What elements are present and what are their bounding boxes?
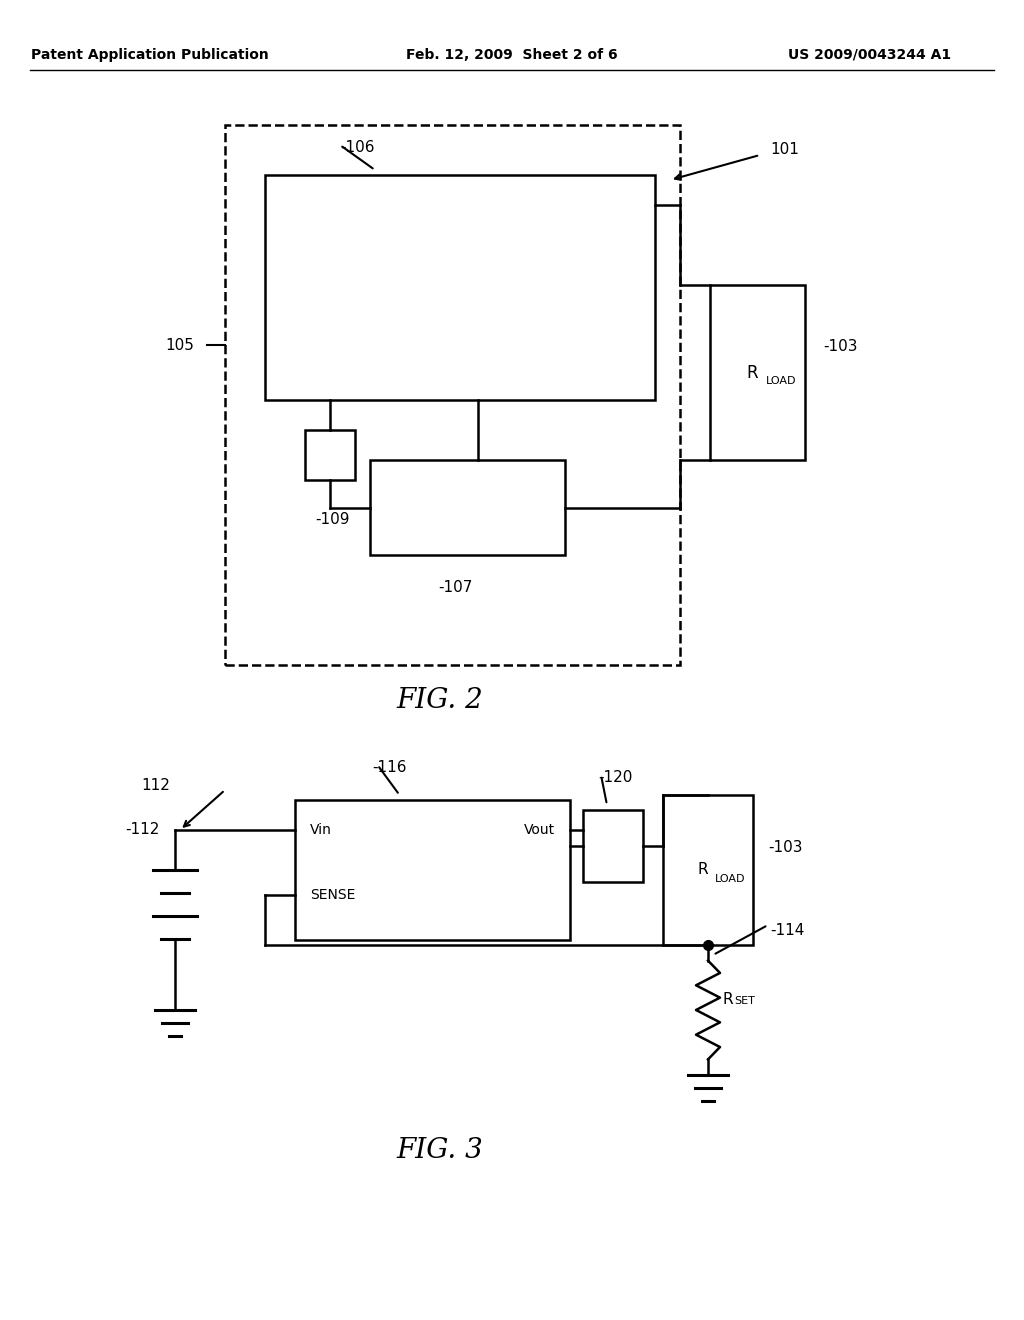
Text: FIG. 2: FIG. 2: [396, 686, 483, 714]
Bar: [265, 176, 655, 400]
Bar: [583, 810, 643, 882]
Text: 101: 101: [770, 143, 799, 157]
Text: Vin: Vin: [310, 822, 332, 837]
Bar: [370, 459, 565, 554]
Text: R: R: [723, 993, 733, 1007]
Text: -120: -120: [598, 770, 633, 785]
Text: Patent Application Publication: Patent Application Publication: [31, 48, 269, 62]
Text: R: R: [697, 862, 709, 878]
Text: -116: -116: [372, 760, 407, 775]
Text: Vout: Vout: [524, 822, 555, 837]
Text: LOAD: LOAD: [766, 376, 796, 387]
Text: US 2009/0043244 A1: US 2009/0043244 A1: [788, 48, 951, 62]
Bar: [295, 800, 570, 940]
Text: SET: SET: [734, 997, 755, 1006]
Text: -103: -103: [823, 339, 857, 354]
Text: SENSE: SENSE: [310, 888, 355, 902]
Text: -107: -107: [438, 579, 473, 594]
Text: R: R: [746, 363, 759, 381]
Bar: [305, 430, 355, 480]
Text: -103: -103: [768, 840, 803, 855]
Text: 112: 112: [141, 777, 170, 792]
Text: -112: -112: [125, 822, 160, 837]
Bar: [225, 125, 680, 665]
Text: 105: 105: [165, 338, 194, 352]
Text: -114: -114: [770, 923, 805, 939]
Text: -106: -106: [340, 140, 375, 154]
Text: Feb. 12, 2009  Sheet 2 of 6: Feb. 12, 2009 Sheet 2 of 6: [407, 48, 617, 62]
Bar: [663, 795, 753, 945]
Text: LOAD: LOAD: [715, 874, 745, 884]
Bar: [710, 285, 805, 459]
Text: FIG. 3: FIG. 3: [396, 1137, 483, 1163]
Text: -109: -109: [315, 512, 349, 528]
